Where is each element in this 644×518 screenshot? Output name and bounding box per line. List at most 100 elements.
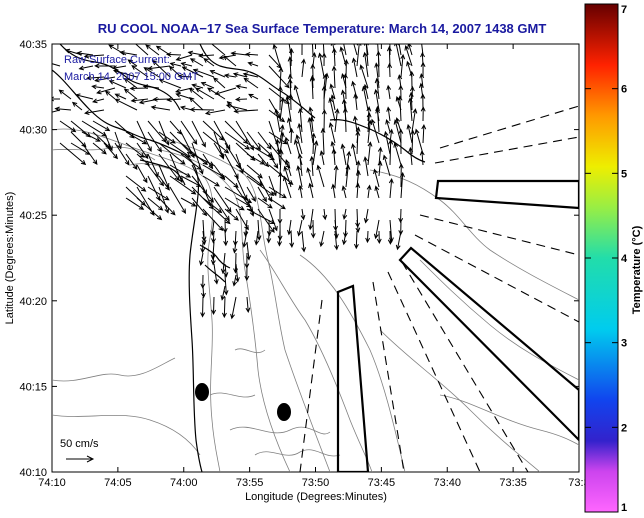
current-vector [244, 263, 250, 282]
current-vector [312, 140, 319, 166]
current-vector [202, 120, 225, 141]
current-vector [351, 143, 358, 166]
current-vector [309, 155, 315, 177]
current-vector [420, 106, 426, 122]
current-vector [246, 186, 256, 202]
current-vector [58, 89, 72, 100]
current-vector [213, 263, 219, 285]
current-vector [268, 197, 286, 210]
current-vector [356, 44, 362, 67]
colorbar-tick-label: 2 [621, 422, 627, 434]
y-axis-title: Latitude (Degrees:Minutes) [4, 192, 16, 325]
current-vector [386, 106, 392, 122]
current-vector [169, 186, 187, 215]
current-vector [210, 241, 216, 261]
current-vector [406, 60, 413, 78]
overlay-line-2: March 14, 2007 15:00 GMT [64, 71, 199, 83]
current-vector [191, 83, 204, 89]
colorbar-tick-label: 1 [621, 502, 627, 514]
current-vector [54, 106, 72, 112]
current-vector [331, 47, 337, 67]
current-vector [308, 182, 314, 199]
current-vector [136, 142, 149, 160]
current-vector [278, 149, 284, 177]
y-tick-label: 40:30 [19, 125, 47, 137]
current-vector [211, 296, 217, 316]
map-axes: 74:10 74:05 74:00 73:55 73:50 73:45 73:40 73:35… [19, 39, 589, 489]
current-vector [374, 77, 380, 100]
current-vector [199, 252, 204, 266]
current-vector [319, 230, 325, 248]
current-vector [297, 122, 303, 144]
current-vector [143, 67, 160, 78]
current-vector [158, 186, 170, 214]
current-vector [283, 165, 292, 188]
current-vector [189, 107, 215, 112]
current-vector [125, 131, 148, 145]
current-vector [309, 76, 315, 100]
current-vector [52, 63, 61, 67]
current-vector [310, 63, 316, 78]
current-vector [297, 219, 303, 237]
current-vector [353, 92, 359, 111]
current-vector [245, 296, 251, 314]
current-vector [188, 87, 204, 100]
current-vector [340, 143, 347, 166]
current-vector [320, 127, 326, 155]
current-vector [367, 141, 373, 166]
current-vector [202, 175, 220, 187]
current-vector [277, 230, 283, 247]
current-vector [232, 274, 238, 287]
current-vector [243, 77, 259, 89]
current-vector [284, 159, 292, 177]
current-vector [334, 230, 339, 251]
current-vector [334, 108, 340, 133]
current-vector [147, 175, 161, 202]
current-vector [311, 44, 314, 56]
current-vector [420, 61, 426, 78]
current-vector [330, 94, 336, 111]
current-vector [123, 88, 138, 100]
current-vector [208, 44, 226, 56]
colorbar-title: Temperature (°C) [631, 225, 643, 314]
current-vector [233, 108, 259, 114]
current-vector [74, 93, 94, 100]
current-vector [127, 59, 138, 67]
current-vector [165, 52, 182, 57]
current-vector [387, 62, 393, 78]
current-vector [404, 45, 413, 67]
current-vector [158, 142, 186, 165]
current-vector [359, 64, 369, 89]
current-vector [169, 142, 192, 158]
current-vector [398, 44, 402, 56]
current-vector [373, 219, 380, 240]
current-vector [289, 230, 295, 248]
current-vector [307, 117, 314, 144]
current-vector [375, 105, 381, 133]
colorbar-tick-label: 6 [621, 84, 627, 96]
current-vector [180, 120, 198, 145]
current-vector [134, 44, 149, 56]
current-vector [300, 208, 306, 221]
current-vector [242, 72, 259, 78]
current-vector [130, 97, 149, 103]
current-vector [220, 285, 226, 301]
current-vector [365, 230, 371, 244]
current-vector [191, 120, 206, 148]
current-vector [145, 44, 160, 56]
current-vector [213, 120, 231, 151]
current-vector [343, 73, 348, 100]
current-vector [382, 154, 391, 177]
current-vector [224, 208, 239, 221]
current-vector [288, 47, 294, 67]
current-vector [180, 153, 202, 170]
current-vector [223, 263, 229, 278]
current-vector [330, 140, 336, 155]
current-vector [363, 156, 369, 177]
colorbar-tick-label: 7 [621, 4, 627, 16]
current-vector [287, 56, 293, 78]
current-vector [310, 219, 316, 239]
current-vector [317, 52, 325, 78]
current-vector [125, 153, 138, 170]
